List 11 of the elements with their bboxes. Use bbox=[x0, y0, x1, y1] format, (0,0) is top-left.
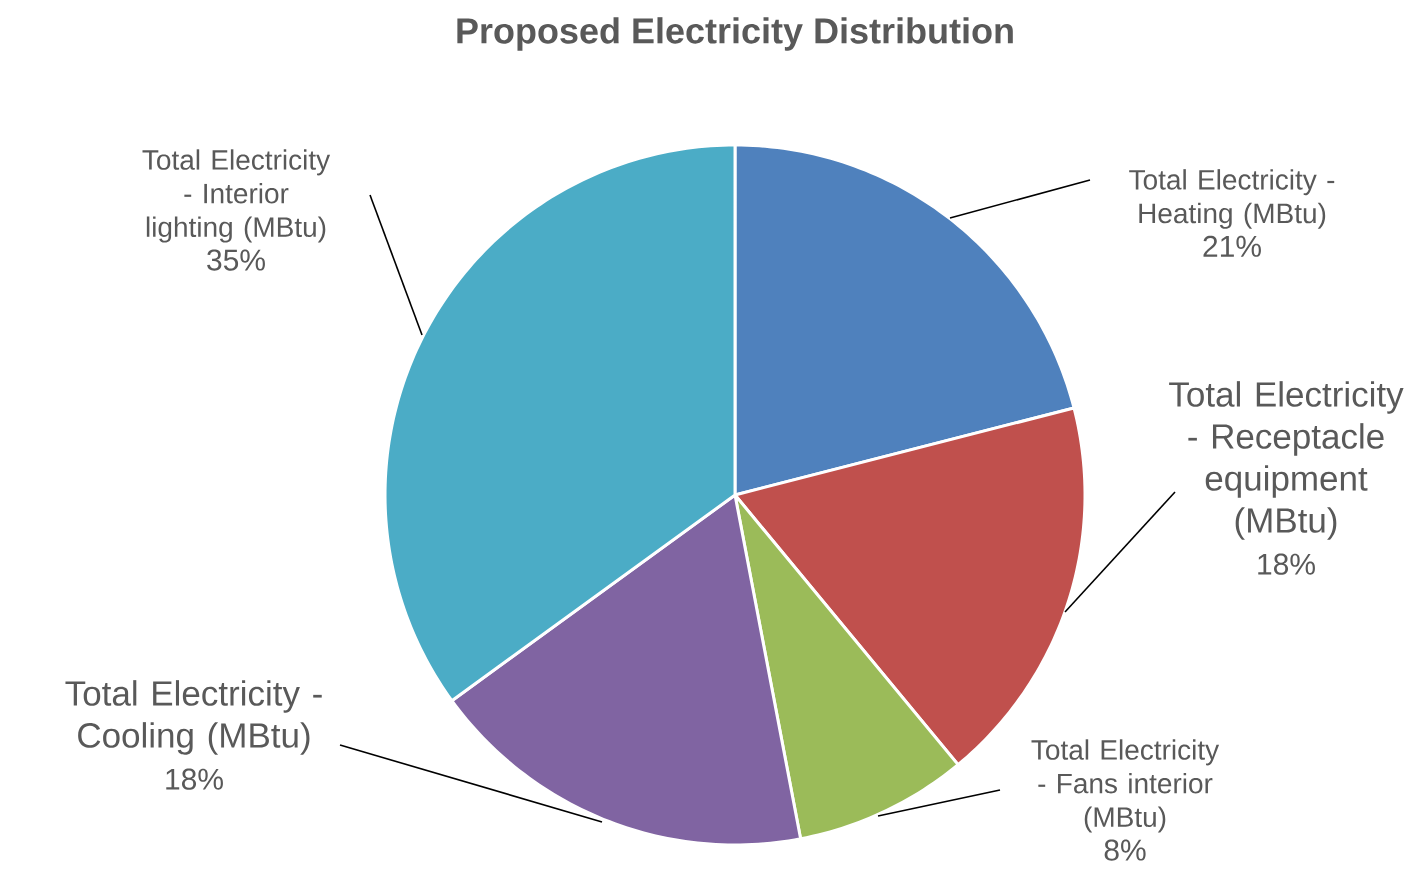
slice-label: Total Electricity - Fans interior (MBtu) bbox=[1031, 739, 1220, 833]
data-label: 21% bbox=[1203, 235, 1261, 257]
slice-label: Total Electricity - Interior lighting (MBtu) bbox=[142, 149, 331, 243]
data-label: 18% bbox=[166, 768, 223, 790]
slice-label: Total Electricity - Heating (MBtu) bbox=[1129, 169, 1335, 229]
chart-title: Proposed Electricity Distribution bbox=[457, 17, 1013, 51]
data-label: 35% bbox=[207, 249, 265, 271]
slice-label: Total Electricity - Receptacle equipment (MBtu) bbox=[1169, 381, 1404, 540]
data-label: 8% bbox=[1104, 839, 1146, 861]
data-label: 18% bbox=[1258, 553, 1315, 575]
slice-label: Total Electricity - Cooling (MBtu) bbox=[65, 680, 322, 755]
